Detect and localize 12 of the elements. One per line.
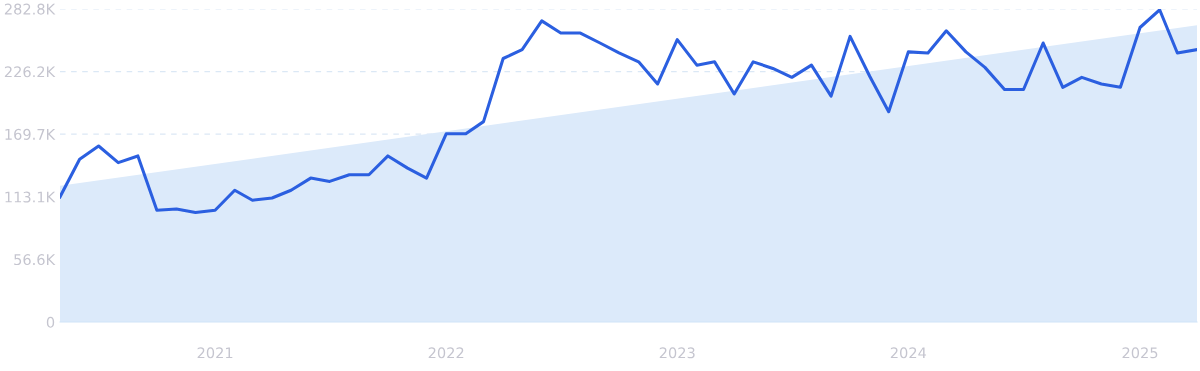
y-tick-label: 113.1K [5,191,56,203]
x-tick-label: 2023 [659,347,695,359]
x-tick-label: 2024 [890,347,927,359]
y-tick-label: 169.7K [5,128,56,140]
y-tick-label: 0 [46,316,55,328]
x-tick-label: 2021 [197,347,233,359]
y-tick-label: 226.2K [4,66,56,78]
y-tick-label: 282.8K [4,3,56,15]
line-series [60,8,1197,214]
y-tick-label: 56.6K [14,254,56,266]
x-tick-label: 2025 [1122,347,1158,359]
x-tick-label: 2022 [428,347,464,359]
